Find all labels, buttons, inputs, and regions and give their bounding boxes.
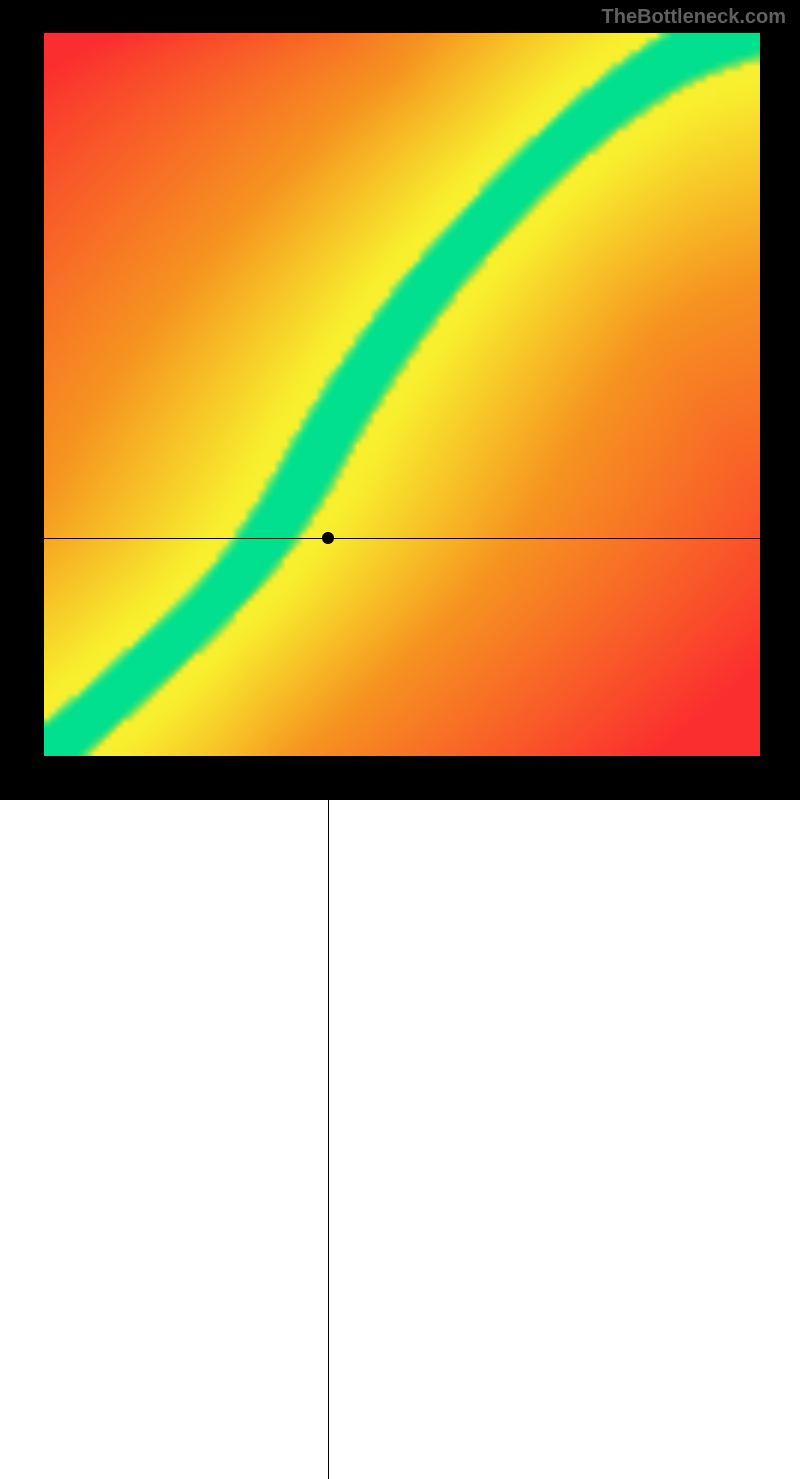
selection-marker (322, 532, 334, 544)
heatmap-plot (44, 33, 760, 756)
chart-frame: TheBottleneck.com (0, 0, 800, 800)
crosshair-horizontal (44, 538, 760, 539)
crosshair-vertical (328, 756, 329, 1479)
attribution-text: TheBottleneck.com (602, 6, 786, 29)
heatmap-canvas (44, 33, 760, 756)
